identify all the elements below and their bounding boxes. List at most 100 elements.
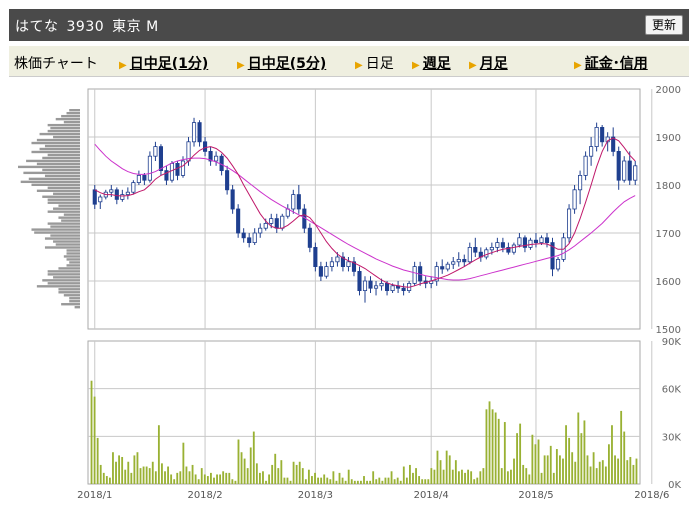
volume-profile-bar	[36, 285, 80, 288]
price-tick-label: 1600	[656, 277, 681, 288]
x-tick-label: 2018/3	[298, 490, 333, 501]
tab-monthly[interactable]: ▶ 月足	[469, 56, 508, 72]
volume-bar	[148, 468, 151, 484]
volume-bar	[369, 480, 372, 484]
volume-bar	[464, 472, 466, 484]
volume-profile-bar	[20, 180, 80, 184]
volume-profile-bar	[42, 279, 80, 282]
volume-bar	[314, 472, 316, 484]
candle-body	[252, 232, 257, 244]
tab-weekly[interactable]: ▶ 週足	[412, 56, 451, 72]
candle-body	[622, 160, 627, 181]
candle-body	[147, 155, 152, 181]
candle-body	[484, 249, 489, 258]
volume-bar	[188, 471, 191, 484]
volume-profile-bar	[47, 123, 80, 127]
volume-bar	[574, 461, 577, 484]
volume-bar	[543, 455, 546, 484]
volume-profile-bar	[58, 216, 80, 219]
volume-bar	[488, 401, 491, 484]
volume-bar	[451, 469, 454, 484]
candle-body	[473, 246, 478, 253]
candle-body	[528, 239, 533, 248]
arrow-icon: ▶	[469, 60, 477, 71]
volume-bar	[185, 466, 188, 484]
company-name: はてな	[15, 19, 59, 35]
volume-profile-bar	[50, 126, 80, 130]
volume-bar	[271, 464, 274, 484]
volume-bar	[412, 472, 414, 484]
volume-bar	[598, 461, 601, 484]
volume-bar	[283, 477, 286, 484]
volume-bar	[500, 468, 503, 484]
volume-profile-bar	[47, 129, 80, 133]
volume-bar	[213, 477, 215, 484]
volume-bar	[350, 479, 353, 484]
volume-bar	[216, 474, 218, 484]
volume-bar	[274, 453, 277, 484]
x-tick-label: 2018/6	[634, 490, 669, 501]
volume-profile-bar	[44, 144, 80, 148]
candle-body	[362, 280, 368, 291]
volume-bar	[503, 422, 506, 484]
volume-bar	[546, 455, 549, 484]
candle-body	[258, 227, 263, 234]
volume-bar	[130, 472, 133, 484]
volume-profile-bar	[39, 147, 80, 151]
volume-bar	[442, 469, 445, 484]
volume-bar	[304, 479, 307, 484]
volume-profile-bar	[47, 201, 80, 204]
candle-body	[169, 163, 175, 181]
tab-intraday-5min[interactable]: ▶ 日中足(5分)	[237, 56, 327, 72]
volume-bar	[623, 431, 626, 484]
volume-bar	[439, 460, 442, 484]
candle-body	[109, 189, 114, 193]
candle-body	[142, 175, 147, 181]
candle-body	[385, 282, 390, 291]
tab-margin-credit[interactable]: ▶ 証金･信用	[574, 56, 648, 72]
volume-bar	[317, 477, 319, 484]
volume-bar	[372, 471, 375, 484]
volume-bar	[583, 420, 586, 484]
volume-bar	[96, 437, 99, 484]
arrow-icon: ▶	[119, 60, 127, 71]
candle-body	[158, 146, 163, 171]
arrow-icon: ▶	[574, 60, 582, 71]
volume-bar	[356, 480, 359, 484]
volume-profile-bar	[44, 246, 80, 249]
volume-bar	[151, 461, 154, 484]
volume-bar	[580, 433, 583, 484]
candle-body	[136, 175, 141, 184]
volume-profile-bar	[36, 162, 80, 166]
volume-bar	[90, 380, 93, 484]
volume-bar	[240, 452, 243, 484]
update-button[interactable]: 更新	[644, 15, 683, 35]
volume-bar	[280, 460, 283, 484]
volume-profile-bar	[47, 282, 80, 285]
volume-bar	[415, 468, 417, 484]
candle-body	[555, 258, 561, 270]
candle-body	[324, 266, 329, 277]
volume-bar	[246, 468, 249, 484]
header-bar: はてな 3930 東京 M 更新	[9, 9, 689, 41]
volume-bar	[620, 410, 623, 484]
candle-body	[307, 227, 312, 248]
volume-profile-bar	[47, 198, 80, 201]
volume-bar	[320, 477, 323, 484]
volume-profile-bar	[44, 174, 80, 178]
candle-body	[175, 163, 180, 176]
volume-profile-bar	[61, 114, 80, 118]
volume-profile-bar	[69, 109, 80, 112]
candle-body	[191, 122, 197, 143]
volume-bar	[476, 477, 479, 484]
volume-bar	[424, 479, 427, 484]
volume-bar	[311, 476, 313, 484]
candle-body	[578, 175, 583, 191]
tab-intraday-1min[interactable]: ▶ 日中足(1分)	[119, 56, 209, 72]
candle-body	[120, 194, 125, 200]
volume-profile-bar	[42, 156, 80, 160]
volume-bar	[562, 458, 564, 484]
candle-body	[544, 237, 550, 244]
candle-body	[296, 194, 301, 210]
candle-body	[467, 246, 472, 263]
